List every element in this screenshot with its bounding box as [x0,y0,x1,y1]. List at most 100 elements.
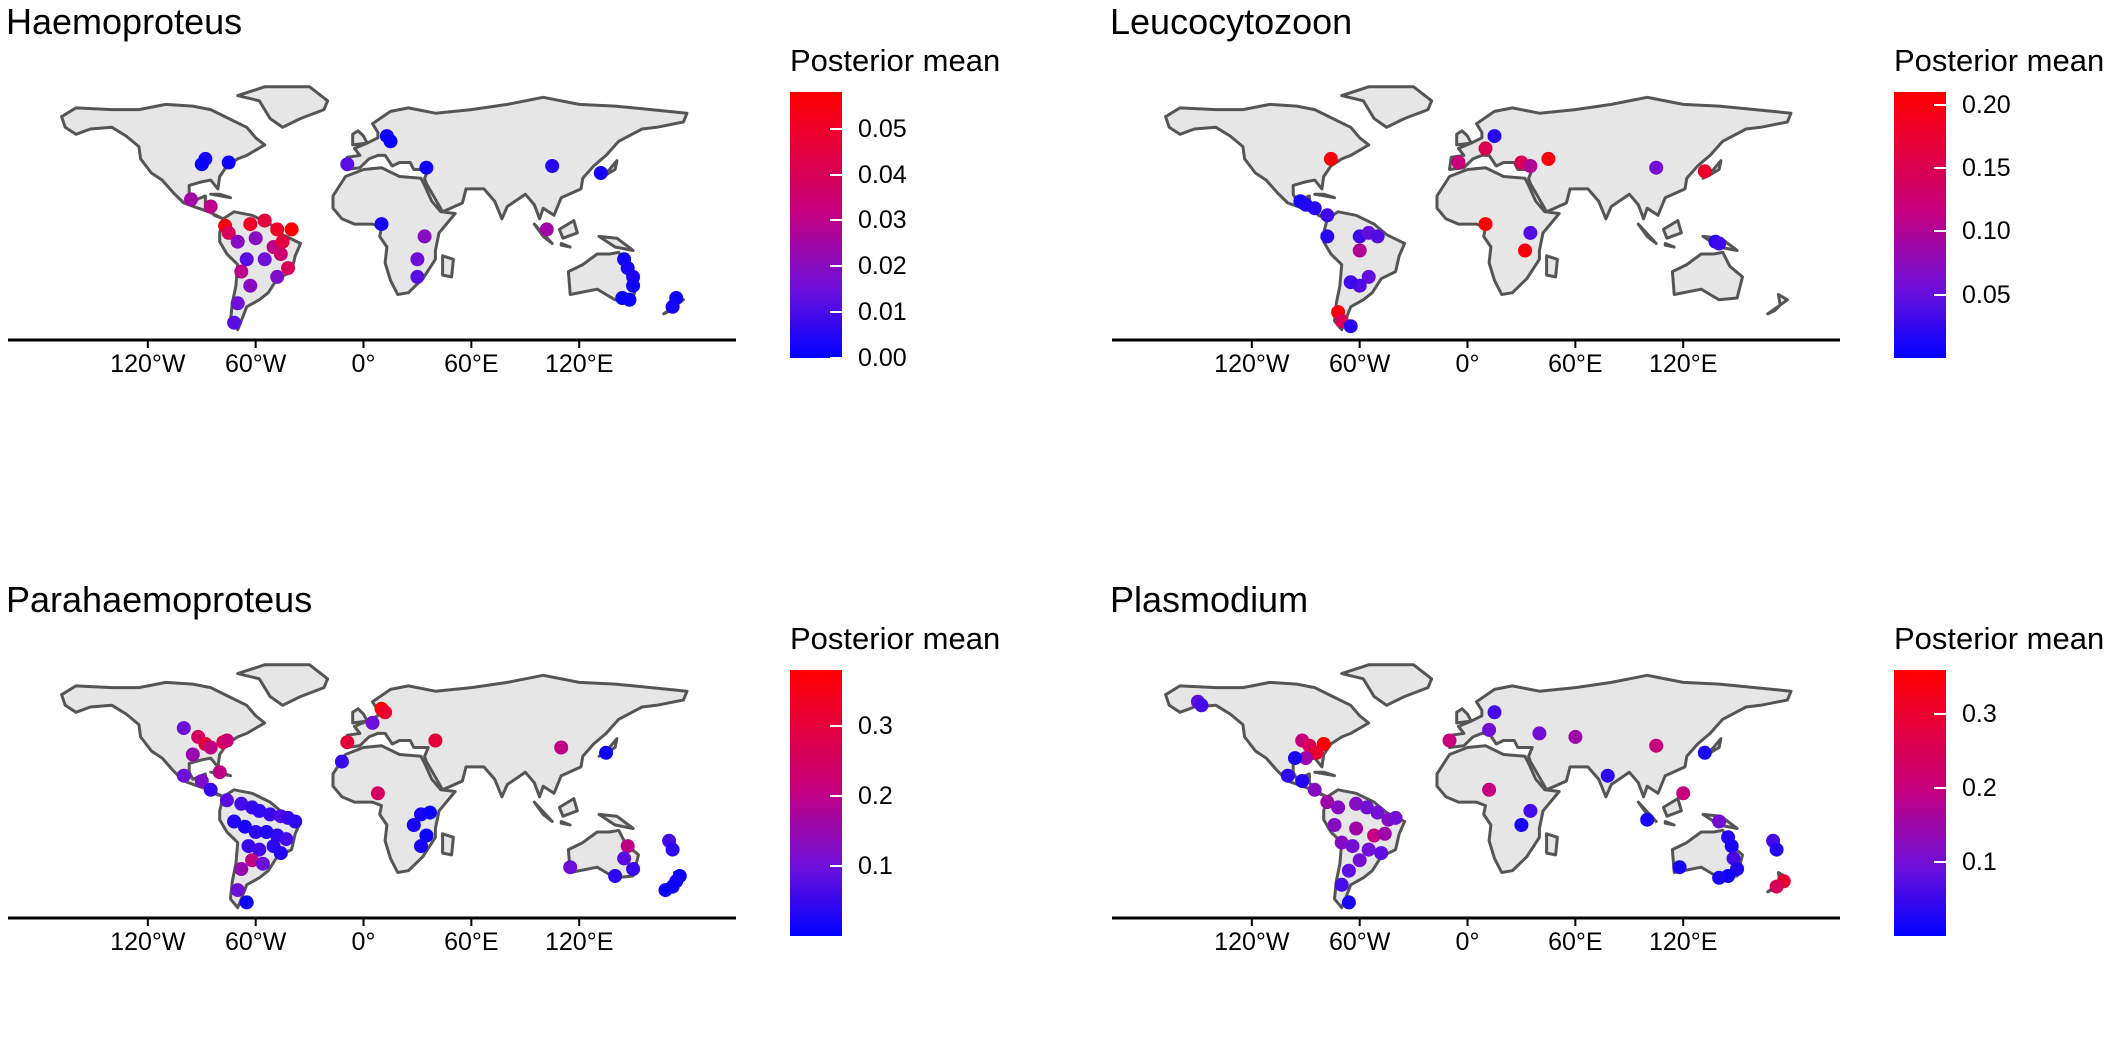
data-point [1341,895,1356,910]
data-point [230,883,245,898]
data-point [419,160,434,175]
data-point [1352,853,1367,868]
land-outline [209,192,232,200]
data-point [1442,733,1457,748]
data-point [554,740,569,755]
x-tick-label: 60°E [444,350,498,378]
data-point [665,299,680,314]
data-point [1712,870,1727,885]
data-point [1345,839,1360,854]
legend-tick-label: 0.1 [858,852,893,880]
legend-tick-mark [1934,230,1946,233]
data-point [1676,786,1691,801]
data-point [539,222,554,237]
legend-tick-mark [1934,713,1946,716]
data-point [1523,803,1538,818]
data-point [219,793,234,808]
land-outline [1435,744,1561,874]
legend-tick-mark [1934,787,1946,790]
land-outline [557,797,579,818]
land-outline [1322,210,1407,332]
data-point [248,825,263,839]
land-outline [532,800,554,823]
data-point [1349,821,1364,836]
panel-title: Plasmodium [1110,579,1309,620]
data-point [419,828,434,843]
map-plot: 120°W 60°W 0° 60°E 120°E [1112,663,1840,956]
data-point [1487,129,1502,144]
land-outline [441,832,455,857]
data-point [340,157,355,172]
data-point [1487,705,1502,720]
data-point [257,252,272,267]
data-point [1769,879,1784,894]
land-outline [1766,303,1782,316]
data-point [1349,796,1364,811]
data-point [383,134,398,149]
data-point [1600,768,1615,783]
data-point [1377,826,1392,841]
data-point [340,735,355,750]
data-point [252,803,267,818]
data-point [410,252,425,267]
data-point [203,740,218,755]
data-point [1341,863,1356,878]
land-outline [1164,102,1371,221]
data-point [1343,319,1358,334]
land-outline [344,673,689,799]
color-legend-bar [790,670,842,936]
data-point [563,860,578,875]
land-outline [1455,707,1473,725]
land-outline [1661,797,1683,818]
data-point [608,869,623,883]
land-outline [1670,250,1744,302]
data-point [245,853,260,868]
data-point [1309,745,1324,760]
panel-title: Haemoproteus [6,1,243,42]
legend-title: Posterior mean [790,43,1001,78]
x-tick-label: 60°W [225,350,287,378]
color-legend-bar [790,92,842,358]
map-plot: 120°W 60°W 0° 60°E 120°E [1112,85,1840,378]
data-point [617,851,632,866]
legend-tick-mark [830,795,842,797]
land-outline [1435,166,1561,296]
data-point [185,747,200,762]
data-point [184,192,198,207]
data-point [622,292,637,307]
panel-plasmodium: Plasmodium 120°W 60°W 0° 60°E 120°E Posterio… [1104,578,2128,1059]
data-point [248,231,263,246]
data-point [1295,774,1310,788]
legend-tick-label: 0.10 [1962,217,2011,246]
legend-tick-label: 0.04 [858,160,907,189]
legend-tick-mark [830,127,842,130]
data-point [545,159,560,173]
data-point [237,819,252,834]
data-point [263,807,278,822]
data-point [230,234,245,249]
x-tick-label: 60°W [1329,350,1391,378]
data-point [1361,842,1376,857]
data-point [203,782,218,797]
x-tick-label: 120°E [545,928,613,956]
data-point [234,796,249,811]
map-plot: 120°W 60°W 0° 60°E 120°E [8,85,736,378]
data-point [1514,818,1529,832]
color-legend-bar [1894,670,1946,936]
data-point [1307,201,1322,216]
data-point [370,786,385,801]
data-point [1712,814,1727,829]
legend-tick-label: 0.3 [858,712,893,740]
legend-tick-label: 0.05 [1962,280,2011,309]
legend-tick-mark [830,865,842,867]
x-tick-label: 0° [1456,350,1480,378]
data-point [1370,229,1385,244]
data-point [1334,835,1349,850]
data-point [227,814,242,829]
legend-tick-label: 0.00 [858,344,907,372]
land-outline [1313,770,1336,778]
data-point [221,155,236,170]
land-outline [1636,222,1658,245]
land-outline [1313,192,1336,200]
legend-tick-label: 0.02 [858,252,907,281]
